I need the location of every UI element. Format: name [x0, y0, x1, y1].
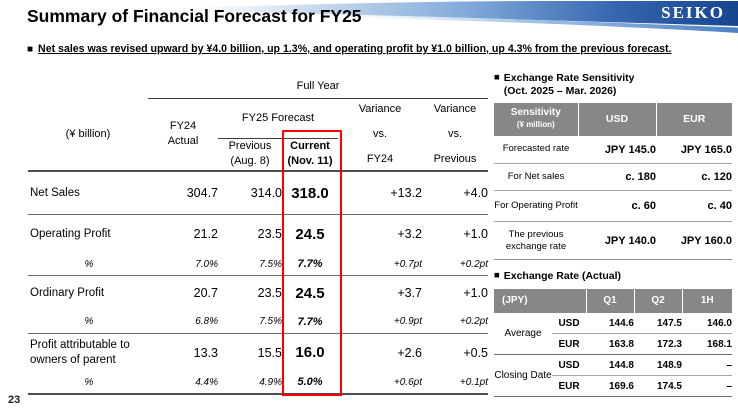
cell-variance-previous: +0.5: [463, 345, 488, 360]
table-row-net-sales-sensitivity: For Net sales c. 180 c. 120: [494, 163, 732, 192]
sensitivity-table: Sensitivity (¥ million) USD EUR Forecast…: [494, 102, 732, 261]
bullet-square-icon: ■: [27, 44, 34, 55]
cell-current: 24.5: [295, 225, 325, 243]
actual-rate-title: ■ Exchange Rate (Actual): [494, 270, 622, 283]
col-header-variance-previous: Variance vs. Previous: [433, 103, 477, 166]
cell-current: 7.7%: [282, 310, 338, 334]
cell-previous: 7.5%: [218, 253, 282, 276]
slide-header: SEIKO Summary of Financial Forecast for …: [0, 0, 738, 38]
row-label: %: [28, 371, 148, 396]
actual-header-q2: Q2: [633, 288, 682, 313]
right-panel: ■ Exchange Rate Sensitivity (Oct. 2025 –…: [494, 72, 734, 398]
sensitivity-header-label: Sensitivity (¥ million): [494, 102, 578, 136]
cell-variance-fy24: +0.6pt: [338, 371, 422, 396]
sensitivity-title: ■ Exchange Rate Sensitivity (Oct. 2025 –…: [494, 72, 635, 98]
table-row: Full Year: [28, 75, 488, 99]
full-year-header: Full Year: [148, 75, 488, 99]
swoosh-graphic: [130, 1, 738, 33]
unit-label: (¥ billion): [65, 128, 111, 141]
cell-fy24: 13.3: [193, 345, 218, 360]
col-header-current: Current (Nov. 11): [287, 139, 333, 168]
cell-previous: 4.9%: [218, 371, 282, 396]
row-label: Profit attributable to owners of parent: [30, 338, 130, 366]
cell-variance-previous: +4.0: [422, 170, 488, 215]
actual-rate-table: (JPY) Q1 Q2 1H Average USD 144.6 147.5 1…: [494, 288, 732, 398]
cell-variance-previous: +0.2pt: [422, 310, 488, 334]
col-header-previous: Previous (Aug. 8): [228, 139, 272, 168]
cell-variance-fy24: +3.2: [397, 227, 422, 242]
seiko-logo: SEIKO: [661, 3, 725, 22]
table-row-ordinary-margin: % 6.8% 7.5% 7.7% +0.9pt +0.2pt: [28, 310, 488, 334]
group-label-average: Average: [494, 312, 552, 356]
row-label: Ordinary Profit: [30, 286, 105, 299]
cell-variance-previous: +1.0: [463, 227, 488, 242]
bullet-square-icon: ■: [494, 72, 500, 83]
col-header-fy25-forecast: FY25 Forecast: [218, 98, 338, 139]
cell-variance-fy24: +3.7: [397, 286, 422, 301]
cell-current: 318.0: [282, 170, 338, 215]
actual-header-q1: Q1: [585, 288, 634, 313]
page-title: Summary of Financial Forecast for FY25: [27, 6, 362, 26]
cell-variance-fy24: +0.7pt: [338, 253, 422, 276]
sensitivity-header-usd: USD: [577, 102, 656, 136]
table-row: (JPY) Q1 Q2 1H: [494, 288, 732, 313]
cell-fy24: 304.7: [148, 170, 218, 215]
key-message-text: Net sales was revised upward by ¥4.0 bil…: [38, 43, 672, 55]
actual-header-1h: 1H: [681, 288, 732, 313]
table-row-operating-margin: % 7.0% 7.5% 7.7% +0.7pt +0.2pt: [28, 253, 488, 276]
cell-fy24: 4.4%: [148, 371, 218, 396]
sensitivity-header-eur: EUR: [655, 102, 732, 136]
cell-fy24: 6.8%: [148, 310, 218, 334]
col-header-variance-fy24: Variance vs. FY24: [358, 103, 402, 166]
table-row: (¥ billion) FY24 Actual FY25 Forecast Va…: [28, 98, 488, 165]
row-label: Net Sales: [28, 170, 148, 215]
row-label: %: [28, 310, 148, 334]
cell-variance-fy24: +0.9pt: [338, 310, 422, 334]
table-row-net-sales: Net Sales 304.7 314.0 318.0 +13.2 +4.0: [28, 170, 488, 215]
table-row-average-usd: Average USD 144.6 147.5 146.0: [494, 312, 732, 356]
cell-variance-previous: +1.0: [463, 286, 488, 301]
key-message: ■ Net sales was revised upward by ¥4.0 bi…: [27, 43, 671, 55]
table-row: Sensitivity (¥ million) USD EUR: [494, 102, 732, 136]
table-row-closing-eur: EUR 169.6 174.5 –: [494, 375, 732, 398]
table-row-profit-attributable: Profit attributable to owners of parent …: [28, 333, 488, 371]
cell-current: 24.5: [295, 284, 325, 302]
cell-fy24: 21.2: [193, 227, 218, 242]
cell-fy24: 7.0%: [148, 253, 218, 276]
table-row-ordinary-profit: Ordinary Profit 20.7 23.5 24.5 +3.7 +1.0: [28, 275, 488, 310]
table-row: Previous (Aug. 8) Current (Nov. 11): [28, 138, 488, 171]
forecast-table: Full Year (¥ billion) FY24 Actual FY25 F…: [28, 75, 488, 396]
cell-fy24: 20.7: [193, 286, 218, 301]
table-row-operating-profit-sensitivity: For Operating Profit c. 60 c. 40: [494, 190, 732, 223]
cell-variance-fy24: +13.2: [338, 170, 422, 215]
cell-previous: 23.5: [257, 286, 282, 301]
col-header-fy24: FY24 Actual: [167, 119, 199, 148]
bullet-square-icon: ■: [494, 270, 500, 282]
cell-previous: 23.5: [257, 227, 282, 242]
cell-variance-previous: +0.2pt: [422, 253, 488, 276]
cell-previous: 15.5: [257, 345, 282, 360]
forecast-table-container: Full Year (¥ billion) FY24 Actual FY25 F…: [28, 75, 488, 396]
table-row-operating-profit: Operating Profit 21.2 23.5 24.5 +3.2 +1.…: [28, 214, 488, 253]
cell-previous: 7.5%: [218, 310, 282, 334]
actual-header-jpy: (JPY): [494, 288, 586, 313]
cell-previous: 314.0: [218, 170, 282, 215]
cell-current: 5.0%: [282, 371, 338, 396]
table-row-closing-usd: Closing Date USD 144.8 148.9 –: [494, 354, 732, 398]
table-row-previous-exchange-rate: The previous exchange rate JPY 140.0 JPY…: [494, 221, 732, 261]
row-label: Operating Profit: [30, 227, 111, 240]
table-row-profit-margin: % 4.4% 4.9% 5.0% +0.6pt +0.1pt: [28, 371, 488, 396]
cell-current: 16.0: [295, 344, 325, 362]
cell-variance-fy24: +2.6: [397, 345, 422, 360]
table-row-forecasted-rate: Forecasted rate JPY 145.0 JPY 165.0: [494, 135, 732, 165]
page-number: 23: [8, 394, 21, 406]
cell-current: 7.7%: [282, 253, 338, 276]
cell-variance-previous: +0.1pt: [422, 371, 488, 396]
group-label-closing-date: Closing Date: [494, 354, 552, 398]
row-label: %: [28, 253, 148, 276]
table-row-average-eur: EUR 163.8 172.3 168.1: [494, 333, 732, 356]
